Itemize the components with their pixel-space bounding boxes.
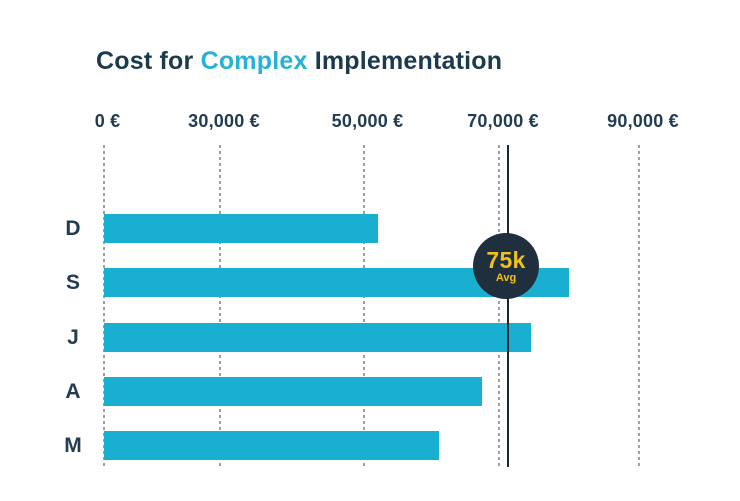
chart-title: Cost for Complex Implementation bbox=[96, 47, 502, 75]
average-marker-line bbox=[507, 145, 509, 467]
average-badge-value: 75k bbox=[486, 246, 526, 273]
gridline-0 bbox=[102, 145, 105, 467]
y-category-label-J: J bbox=[67, 325, 79, 349]
bar-D bbox=[103, 214, 378, 243]
x-tick-label: 50,000 € bbox=[331, 111, 404, 131]
title-suffix: Implementation bbox=[307, 46, 503, 75]
average-badge: 75k Avg bbox=[473, 233, 539, 299]
gridline-70000 bbox=[498, 145, 500, 467]
y-category-label-D: D bbox=[65, 217, 81, 240]
y-category-label-M: M bbox=[64, 434, 82, 457]
gridline-90000 bbox=[638, 145, 640, 467]
y-category-label-S: S bbox=[65, 271, 80, 295]
x-tick-label: 90,000 € bbox=[607, 111, 679, 131]
x-tick-label: 0 € bbox=[94, 111, 121, 131]
y-category-label-A: A bbox=[65, 379, 81, 403]
bar-A bbox=[103, 376, 482, 406]
average-badge-sublabel: Avg bbox=[495, 271, 517, 284]
title-prefix: Cost for bbox=[96, 46, 201, 75]
title-highlight: Complex bbox=[200, 46, 308, 75]
gridline-50000 bbox=[362, 145, 365, 467]
gridline-30000 bbox=[219, 145, 221, 467]
x-tick-label: 70,000 € bbox=[467, 111, 539, 131]
x-tick-label: 30,000 € bbox=[188, 111, 260, 131]
bar-M bbox=[103, 431, 439, 460]
bar-J bbox=[103, 322, 531, 352]
